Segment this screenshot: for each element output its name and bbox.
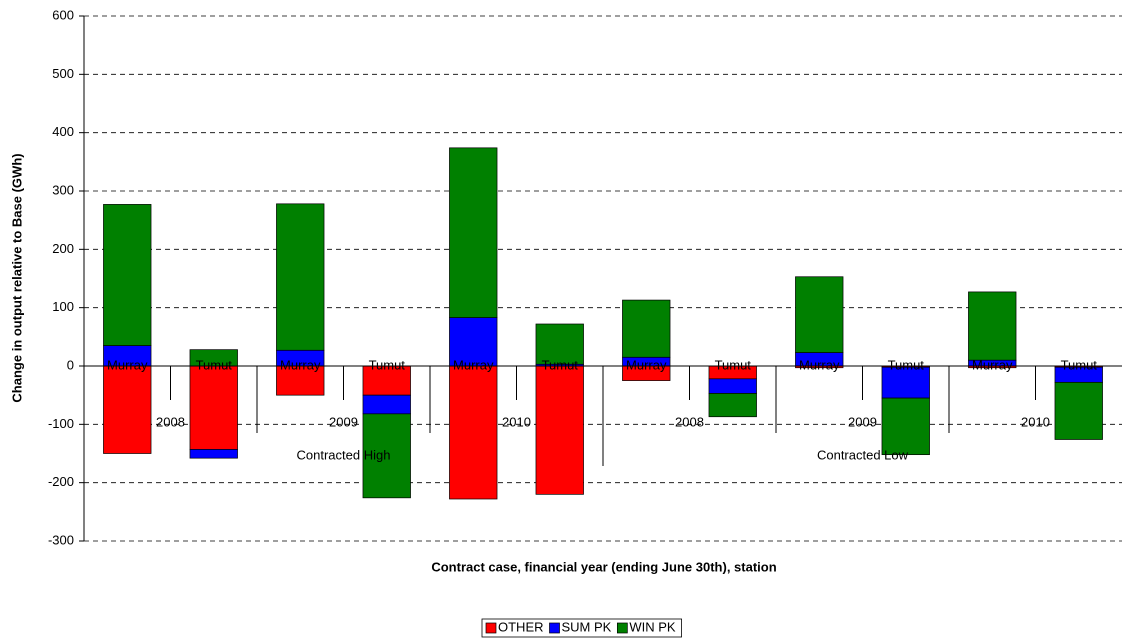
bar-segment	[276, 365, 325, 396]
year-label: 2010	[1021, 414, 1050, 429]
legend-box	[481, 618, 682, 638]
case-label: Contracted High	[297, 447, 391, 462]
bar-segment	[881, 397, 930, 456]
bar-segment	[449, 317, 498, 367]
bar-segment	[362, 365, 411, 396]
bar-segment	[189, 449, 238, 459]
legend-label: OTHER	[498, 619, 544, 634]
year-label: 2008	[675, 414, 704, 429]
y-axis-title: Change in output relative to Base (GWh)	[9, 153, 24, 402]
x-tick-label: Tumut	[542, 357, 579, 372]
bar-segment	[535, 365, 584, 495]
x-tick-label: Murray	[799, 357, 840, 372]
bar-segment	[449, 147, 498, 318]
bar-segment	[276, 203, 325, 351]
y-tick-label: -100	[48, 416, 74, 431]
bar-segment	[449, 365, 498, 500]
x-tick-label: Tumut	[369, 357, 406, 372]
legend-swatch	[485, 622, 497, 634]
bar-segment	[795, 276, 844, 353]
bar-segment	[103, 204, 152, 346]
y-tick-label: 500	[52, 66, 74, 81]
x-tick-label: Murray	[972, 357, 1013, 372]
y-tick-label: 400	[52, 124, 74, 139]
bar-segment	[535, 323, 584, 365]
year-label: 2009	[848, 414, 877, 429]
y-tick-label: -300	[48, 532, 74, 547]
bar-segment	[362, 413, 411, 499]
bar-segment	[103, 365, 152, 454]
x-axis-title: Contract case, financial year (ending Ju…	[431, 559, 776, 574]
y-tick-label: 200	[52, 241, 74, 256]
bar-segment	[1054, 381, 1103, 440]
legend-swatch	[616, 622, 628, 634]
bar-segment	[968, 291, 1017, 361]
year-label: 2010	[502, 414, 531, 429]
x-tick-label: Murray	[453, 357, 494, 372]
x-tick-label: Tumut	[715, 357, 752, 372]
y-tick-label: 300	[52, 182, 74, 197]
legend-label: WIN PK	[629, 619, 676, 634]
x-tick-label: Murray	[626, 357, 667, 372]
x-tick-label: Murray	[280, 357, 321, 372]
y-tick-label: 100	[52, 299, 74, 314]
x-tick-label: Tumut	[888, 357, 925, 372]
case-label: Contracted Low	[817, 447, 909, 462]
year-label: 2009	[329, 414, 358, 429]
bar-segment	[189, 365, 238, 450]
x-tick-label: Tumut	[196, 357, 233, 372]
y-tick-label: 600	[52, 7, 74, 22]
year-label: 2008	[156, 414, 185, 429]
legend-swatch	[549, 622, 560, 634]
y-tick-label: 0	[67, 357, 74, 372]
bar-segment	[708, 393, 757, 418]
x-tick-label: Tumut	[1061, 357, 1098, 372]
x-tick-label: Murray	[107, 357, 148, 372]
bar-segment	[708, 378, 757, 394]
y-tick-label: -200	[48, 474, 74, 489]
bar-segment	[362, 394, 411, 415]
legend-label: SUM PK	[562, 619, 612, 634]
bar-segment	[622, 299, 671, 358]
